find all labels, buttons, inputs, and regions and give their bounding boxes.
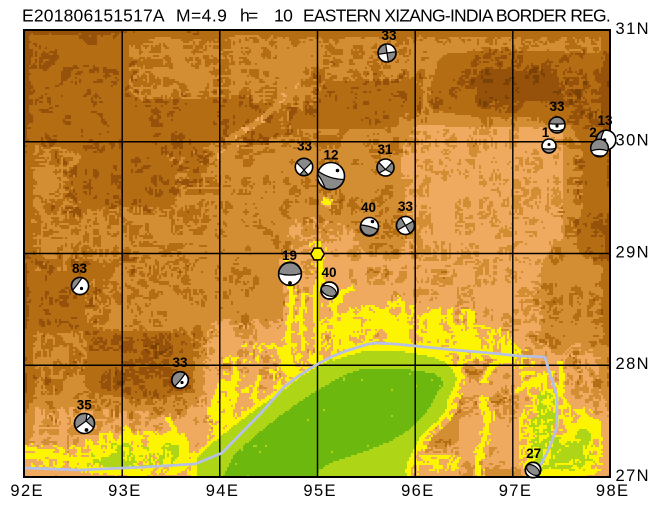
svg-text:96E: 96E — [401, 482, 435, 500]
svg-text:95E: 95E — [303, 482, 337, 500]
svg-text:h=: h= — [240, 6, 258, 26]
svg-text:13: 13 — [597, 113, 613, 128]
svg-text:31N: 31N — [616, 20, 650, 38]
svg-text:30N: 30N — [616, 132, 650, 150]
svg-text:31: 31 — [377, 142, 393, 157]
svg-text:1: 1 — [542, 125, 550, 140]
svg-text:98E: 98E — [596, 482, 630, 500]
svg-text:92E: 92E — [10, 482, 44, 500]
svg-text:10: 10 — [274, 6, 293, 26]
svg-text:33: 33 — [549, 99, 565, 114]
svg-text:2: 2 — [589, 125, 597, 140]
svg-text:93E: 93E — [108, 482, 142, 500]
svg-text:28N: 28N — [616, 355, 650, 373]
svg-text:33: 33 — [297, 139, 313, 154]
svg-text:19: 19 — [282, 248, 297, 263]
svg-text:33: 33 — [381, 28, 397, 43]
svg-text:EASTERN XIZANG-INDIA BORDER RE: EASTERN XIZANG-INDIA BORDER REG. — [303, 6, 610, 26]
svg-text:35: 35 — [77, 398, 93, 413]
svg-text:40: 40 — [321, 265, 336, 280]
svg-text:33: 33 — [172, 355, 188, 370]
svg-text:97E: 97E — [499, 482, 533, 500]
svg-text:94E: 94E — [206, 482, 240, 500]
svg-text:M=4.9: M=4.9 — [176, 6, 227, 26]
svg-text:12: 12 — [323, 148, 338, 163]
svg-text:40: 40 — [361, 200, 376, 215]
svg-text:27N: 27N — [616, 467, 650, 485]
svg-text:33: 33 — [398, 199, 414, 214]
svg-text:83: 83 — [72, 261, 88, 276]
svg-text:29N: 29N — [616, 243, 650, 261]
svg-text:27: 27 — [526, 446, 541, 461]
svg-text:E201806151517A: E201806151517A — [22, 6, 165, 26]
